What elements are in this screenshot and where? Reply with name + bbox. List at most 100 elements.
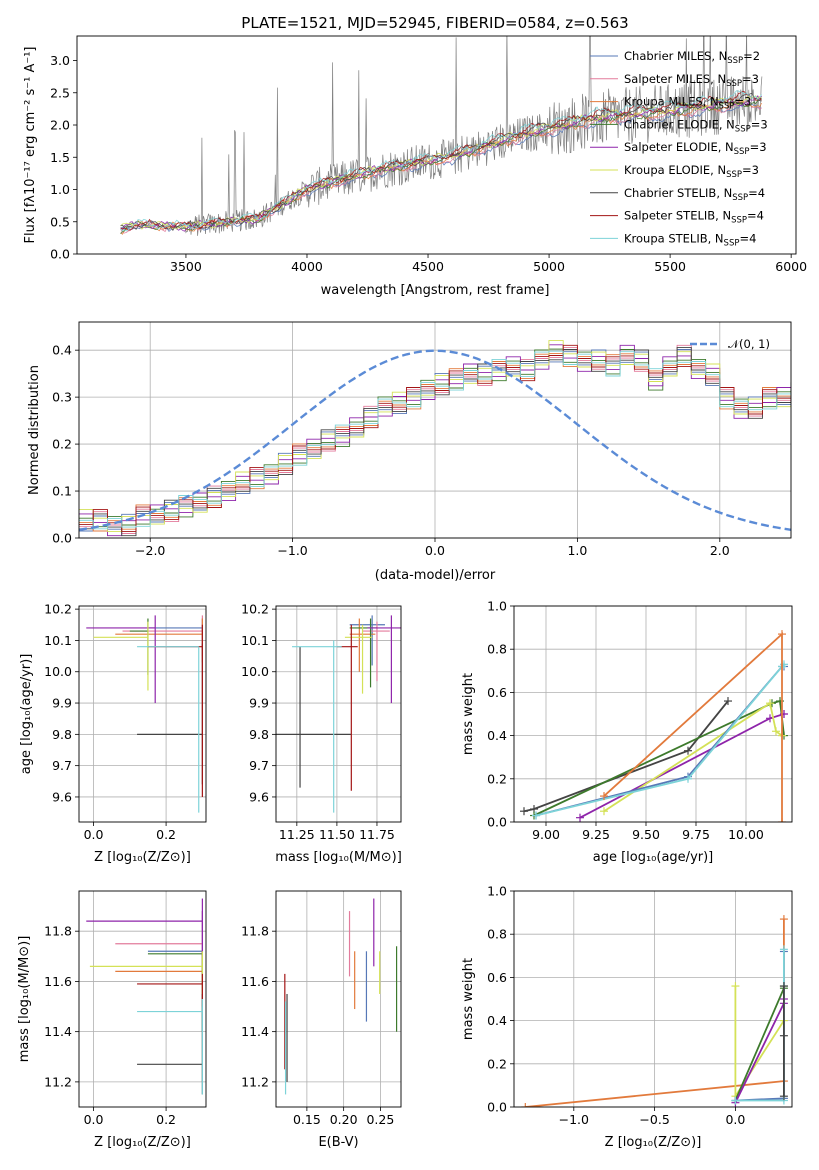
x-tick-label: 0.0	[725, 1112, 745, 1127]
mass-weight-line	[603, 701, 783, 812]
x-tick-label: 9.00	[532, 827, 560, 842]
plot-area-weight_vs_Z	[521, 915, 788, 1107]
model-spectrum-line	[120, 90, 762, 232]
legend-count: =4	[748, 186, 765, 200]
legend-subscript: SSP	[731, 216, 747, 226]
legend-entry: Salpeter ELODIE, NSSP=3	[624, 140, 767, 157]
grid-age_vs_Z	[79, 606, 206, 822]
legend-count: =3	[742, 72, 759, 86]
y-tick-label: 11.8	[44, 924, 72, 939]
mass-weight-line	[535, 665, 784, 817]
residual-histogram-step	[79, 344, 791, 532]
legend-count: =3	[742, 163, 759, 177]
y-tick-label: 0.8	[487, 927, 507, 942]
plot-area-age_vs_Z	[86, 615, 203, 813]
x-axis-label: age [log₁₀(age/yr)]	[593, 850, 714, 865]
y-tick-label: 10.1	[44, 633, 72, 648]
legend-subscript: SSP	[727, 56, 743, 66]
x-tick-label: 0.0	[84, 1112, 104, 1127]
axes-frame	[513, 890, 793, 1108]
y-tick-label: 11.4	[241, 1024, 269, 1039]
panel-age_vs_mass: 11.25 11.50 11.75 9.6 9.7 9.8 9.9 10.0 10.1 10.2	[241, 602, 402, 842]
y-tick-label: 10.0	[44, 664, 72, 679]
legend-entry: Salpeter STELIB, NSSP=4	[624, 209, 764, 226]
legend-entry: Kroupa STELIB, NSSP=4	[624, 231, 756, 248]
panel-age_vs_Z: 0.0 0.2 9.6 9.7 9.8 9.9 10.0 10.1 10.2	[44, 602, 207, 842]
axes-frame	[76, 35, 797, 255]
residual-histogram-step	[79, 350, 791, 530]
axes-frame	[513, 605, 793, 823]
plot-area-mass_vs_EBV	[284, 898, 398, 1095]
x-tick-label: −1.0	[277, 543, 307, 558]
plot-area-weight_vs_age	[520, 630, 788, 822]
y-tick-label: 10.2	[241, 602, 269, 617]
y-tick-label: 0.0	[52, 531, 72, 546]
x-tick-label: 0.25	[366, 1112, 394, 1127]
x-tick-label: 1.0	[567, 543, 587, 558]
axes-frame	[78, 890, 207, 1108]
x-tick-label: 9.25	[582, 827, 610, 842]
y-tick-label: 10.1	[241, 633, 269, 648]
model-spectrum-line	[120, 99, 762, 235]
legend-entry: Chabrier ELODIE, NSSP=3	[624, 117, 768, 134]
x-tick-label: −2.0	[135, 543, 165, 558]
legend-count: =2	[743, 49, 760, 63]
y-tick-label: 0.4	[487, 728, 507, 743]
x-tick-label: 6000	[775, 259, 807, 274]
y-tick-label: 0.6	[487, 685, 507, 700]
chart-title: PLATE=1521, MJD=52945, FIBERID=0584, z=0…	[241, 14, 628, 32]
x-tick-label: 2.0	[710, 543, 730, 558]
model-spectrum-line	[120, 97, 762, 235]
y-tick-label: 9.8	[249, 727, 269, 742]
mass-weight-line	[535, 663, 785, 817]
y-axis-label: Normed distribution	[27, 365, 42, 495]
legend-text: Salpeter STELIB, N	[624, 209, 731, 223]
panel-weight_vs_Z: −1.0 −0.5 0.0 0.0 0.2 0.4 0.6 0.8 1.0	[487, 884, 793, 1127]
x-axis-label: wavelength [Angstrom, rest frame]	[321, 283, 550, 298]
legend-text: Chabrier MILES, N	[624, 49, 727, 63]
legend-text: Chabrier ELODIE, N	[624, 117, 735, 131]
legend-subscript: SSP	[726, 170, 742, 180]
normal-distribution-curve	[79, 349, 791, 531]
x-axis-label: mass [log₁₀(M/M⊙)]	[275, 850, 402, 865]
y-axis-label: mass weight	[461, 958, 476, 1040]
mass-weight-line	[734, 999, 785, 1104]
panel-mass_vs_Z: 0.0 0.2 11.2 11.4 11.6 11.8	[44, 890, 207, 1127]
axes-frame	[78, 321, 792, 539]
y-tick-label: 9.9	[249, 696, 269, 711]
legend-count: =3	[750, 140, 767, 154]
legend-subscript: SSP	[724, 238, 740, 248]
y-tick-label: 0.1	[52, 484, 72, 499]
x-tick-label: 0.2	[156, 1112, 176, 1127]
legend-count: =3	[751, 117, 768, 131]
y-tick-label: 9.7	[249, 758, 269, 773]
y-tick-label: 9.9	[52, 696, 72, 711]
y-axis-label: mass weight	[461, 673, 476, 755]
plot-area-age_vs_mass	[276, 615, 401, 813]
plot-area-residuals	[79, 340, 791, 537]
legend-entry: Kroupa ELODIE, NSSP=3	[624, 163, 759, 180]
axes-frame	[78, 605, 207, 823]
legend-subscript: SSP	[735, 124, 751, 134]
x-tick-label: 0.0	[84, 827, 104, 842]
x-tick-label: 9.50	[632, 827, 660, 842]
y-tick-label: 11.6	[44, 974, 72, 989]
legend-entry: Chabrier STELIB, NSSP=4	[624, 186, 765, 203]
x-tick-label: −0.5	[639, 1112, 669, 1127]
y-tick-label: 11.2	[241, 1074, 269, 1089]
x-axis-label: (data-model)/error	[375, 568, 496, 583]
legend-entry: Kroupa MILES, NSSP=3	[624, 95, 751, 112]
mass-weight-line	[735, 951, 785, 1102]
legend-subscript: SSP	[726, 79, 742, 89]
x-tick-label: 4000	[291, 259, 323, 274]
panel-mass_vs_EBV: 0.15 0.20 0.25 11.2 11.4 11.6 11.8	[241, 890, 402, 1127]
x-tick-label: 0.0	[425, 543, 445, 558]
legend-count: =3	[734, 95, 751, 109]
y-tick-label: 0.2	[487, 771, 507, 786]
x-tick-label: 4500	[412, 259, 444, 274]
y-tick-label: 0.3	[52, 390, 72, 405]
y-tick-label: 1.0	[487, 884, 507, 899]
legend-count: =4	[739, 231, 756, 245]
x-tick-label: 11.50	[319, 827, 355, 842]
